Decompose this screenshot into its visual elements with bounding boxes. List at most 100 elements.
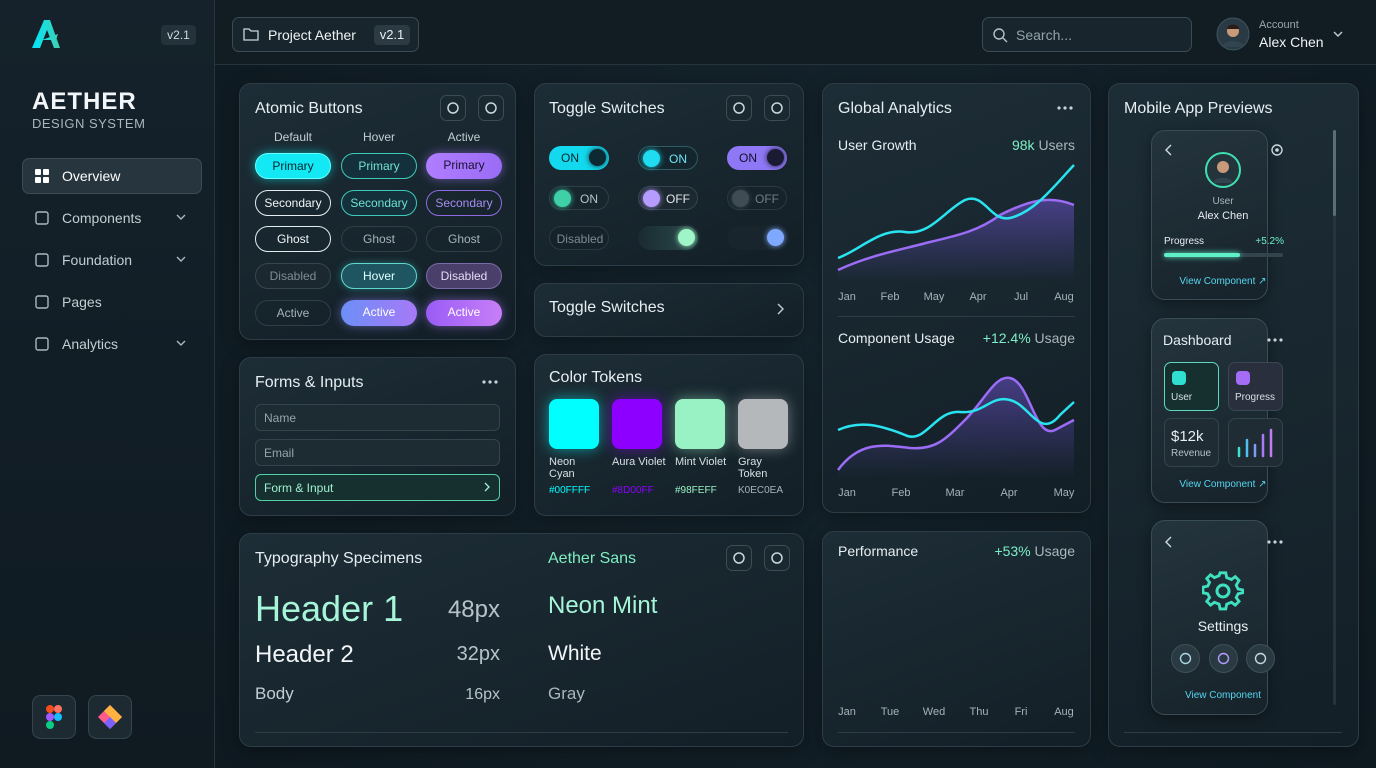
x-label: Thu — [969, 706, 989, 718]
nav-item[interactable]: Foundation — [62, 252, 133, 268]
input-field[interactable]: Form & Input — [255, 474, 500, 501]
toggle-label: OFF — [755, 192, 779, 206]
button[interactable]: Secondary — [426, 189, 502, 216]
brand-sub: DESIGN SYSTEM — [32, 116, 146, 131]
settings-action — [1171, 644, 1200, 673]
x-label: Feb — [891, 487, 911, 499]
project-name: Project Aether — [268, 27, 356, 43]
button[interactable]: Ghost — [341, 226, 417, 253]
tile-label: User — [1171, 392, 1193, 403]
search-box[interactable] — [982, 17, 1192, 52]
tile-icon — [1172, 371, 1186, 385]
revenue-label: Revenue — [1171, 448, 1212, 459]
nav-icon — [35, 211, 49, 225]
button[interactable]: Active — [426, 299, 502, 326]
button[interactable]: Active — [255, 299, 331, 326]
color-name: Gray — [548, 684, 585, 703]
nav-item[interactable]: Analytics — [62, 336, 119, 352]
toggle-knob — [643, 190, 660, 207]
input-field[interactable]: Email — [255, 439, 500, 466]
toggle-label: ON — [739, 151, 757, 165]
button[interactable]: Active — [341, 299, 417, 326]
chevron — [1333, 31, 1343, 37]
chart-title: Performance — [838, 543, 919, 559]
nav-icon — [35, 295, 49, 309]
button[interactable]: Primary — [426, 153, 502, 179]
token-hex: #00FFFF — [549, 485, 591, 496]
chevron-right — [484, 482, 490, 492]
tile-label: Progress — [1235, 392, 1276, 403]
toggle-label: ON — [580, 192, 598, 206]
toggle[interactable]: OFF — [638, 186, 698, 210]
button[interactable]: Disabled — [426, 263, 502, 290]
toggle[interactable] — [727, 226, 787, 250]
toggle[interactable]: ON — [638, 146, 698, 170]
view-link[interactable]: View Component ↗ — [1179, 479, 1267, 490]
toggle[interactable]: ON — [549, 146, 609, 170]
card-title: Atomic Buttons — [255, 100, 363, 117]
gear-small — [1271, 144, 1283, 156]
progress-fill — [1164, 253, 1240, 257]
settings-action — [1246, 644, 1275, 673]
input-placeholder: Form & Input — [264, 481, 334, 495]
settings-action — [1209, 644, 1238, 673]
token-name: Neon Cyan — [549, 456, 576, 480]
search-placeholder: Search... — [1016, 27, 1073, 43]
x-label: Jul — [1013, 291, 1029, 303]
toggle-knob — [554, 190, 571, 207]
toggle[interactable]: OFF — [727, 186, 787, 210]
view-link[interactable]: View Component — [1185, 690, 1261, 701]
nav-item[interactable]: Components — [62, 210, 142, 226]
column-label: Active — [447, 130, 481, 144]
toggle-knob — [767, 149, 784, 166]
card-title: Global Analytics — [838, 100, 952, 117]
nav-item[interactable]: Pages — [62, 294, 102, 310]
toggle[interactable] — [638, 226, 698, 250]
x-label: Fri — [1014, 706, 1028, 718]
toggle[interactable]: ON — [727, 146, 787, 170]
x-label: Aug — [1054, 291, 1074, 303]
profile-avatar — [1205, 152, 1241, 188]
nav-icon — [35, 169, 49, 183]
button[interactable]: Ghost — [255, 226, 331, 253]
button[interactable]: Disabled — [255, 263, 331, 290]
x-label: Feb — [880, 291, 900, 303]
profile-label: User — [1212, 196, 1234, 207]
color-name: White — [548, 642, 602, 665]
back-icon — [1165, 144, 1172, 156]
view-link[interactable]: View Component ↗ — [1179, 276, 1267, 287]
more-menu — [482, 380, 498, 384]
card-title: Toggle Switches — [549, 100, 665, 117]
revenue-value: $12k — [1171, 428, 1204, 445]
settings-gear — [1202, 571, 1244, 611]
input-field[interactable]: Name — [255, 404, 500, 431]
icon-button — [726, 95, 752, 121]
nav-icon — [35, 253, 49, 267]
button[interactable]: Primary — [255, 153, 331, 179]
profile-name: Alex Chen — [1197, 210, 1249, 222]
button[interactable]: Primary — [341, 153, 417, 179]
figma-icon — [32, 695, 76, 739]
chevron — [176, 340, 186, 346]
chart-metric: +12.4% Usage — [983, 330, 1075, 346]
toggle-knob — [589, 149, 606, 166]
x-label: Mar — [945, 487, 965, 499]
nav-icon — [35, 337, 49, 351]
card-title: Typography Specimens — [255, 550, 423, 567]
button[interactable]: Hover — [341, 263, 417, 290]
chart-metric: +53% Usage — [994, 543, 1075, 559]
button[interactable]: Secondary — [341, 189, 417, 216]
toggle[interactable]: ON — [549, 186, 609, 210]
nav-item[interactable]: Overview — [62, 168, 121, 184]
x-label: Jan — [838, 487, 856, 499]
specimen-name: Header 1 — [255, 588, 404, 629]
button[interactable]: Ghost — [426, 226, 502, 253]
search-icon — [993, 28, 1008, 43]
card-title: Mobile App Previews — [1124, 100, 1273, 117]
chevron — [176, 214, 186, 220]
button[interactable]: Secondary — [255, 189, 331, 216]
more-menu — [1267, 540, 1283, 544]
x-label: Tue — [880, 706, 900, 718]
version-badge: v2.1 — [161, 25, 196, 45]
toggle[interactable]: Disabled — [549, 226, 609, 250]
